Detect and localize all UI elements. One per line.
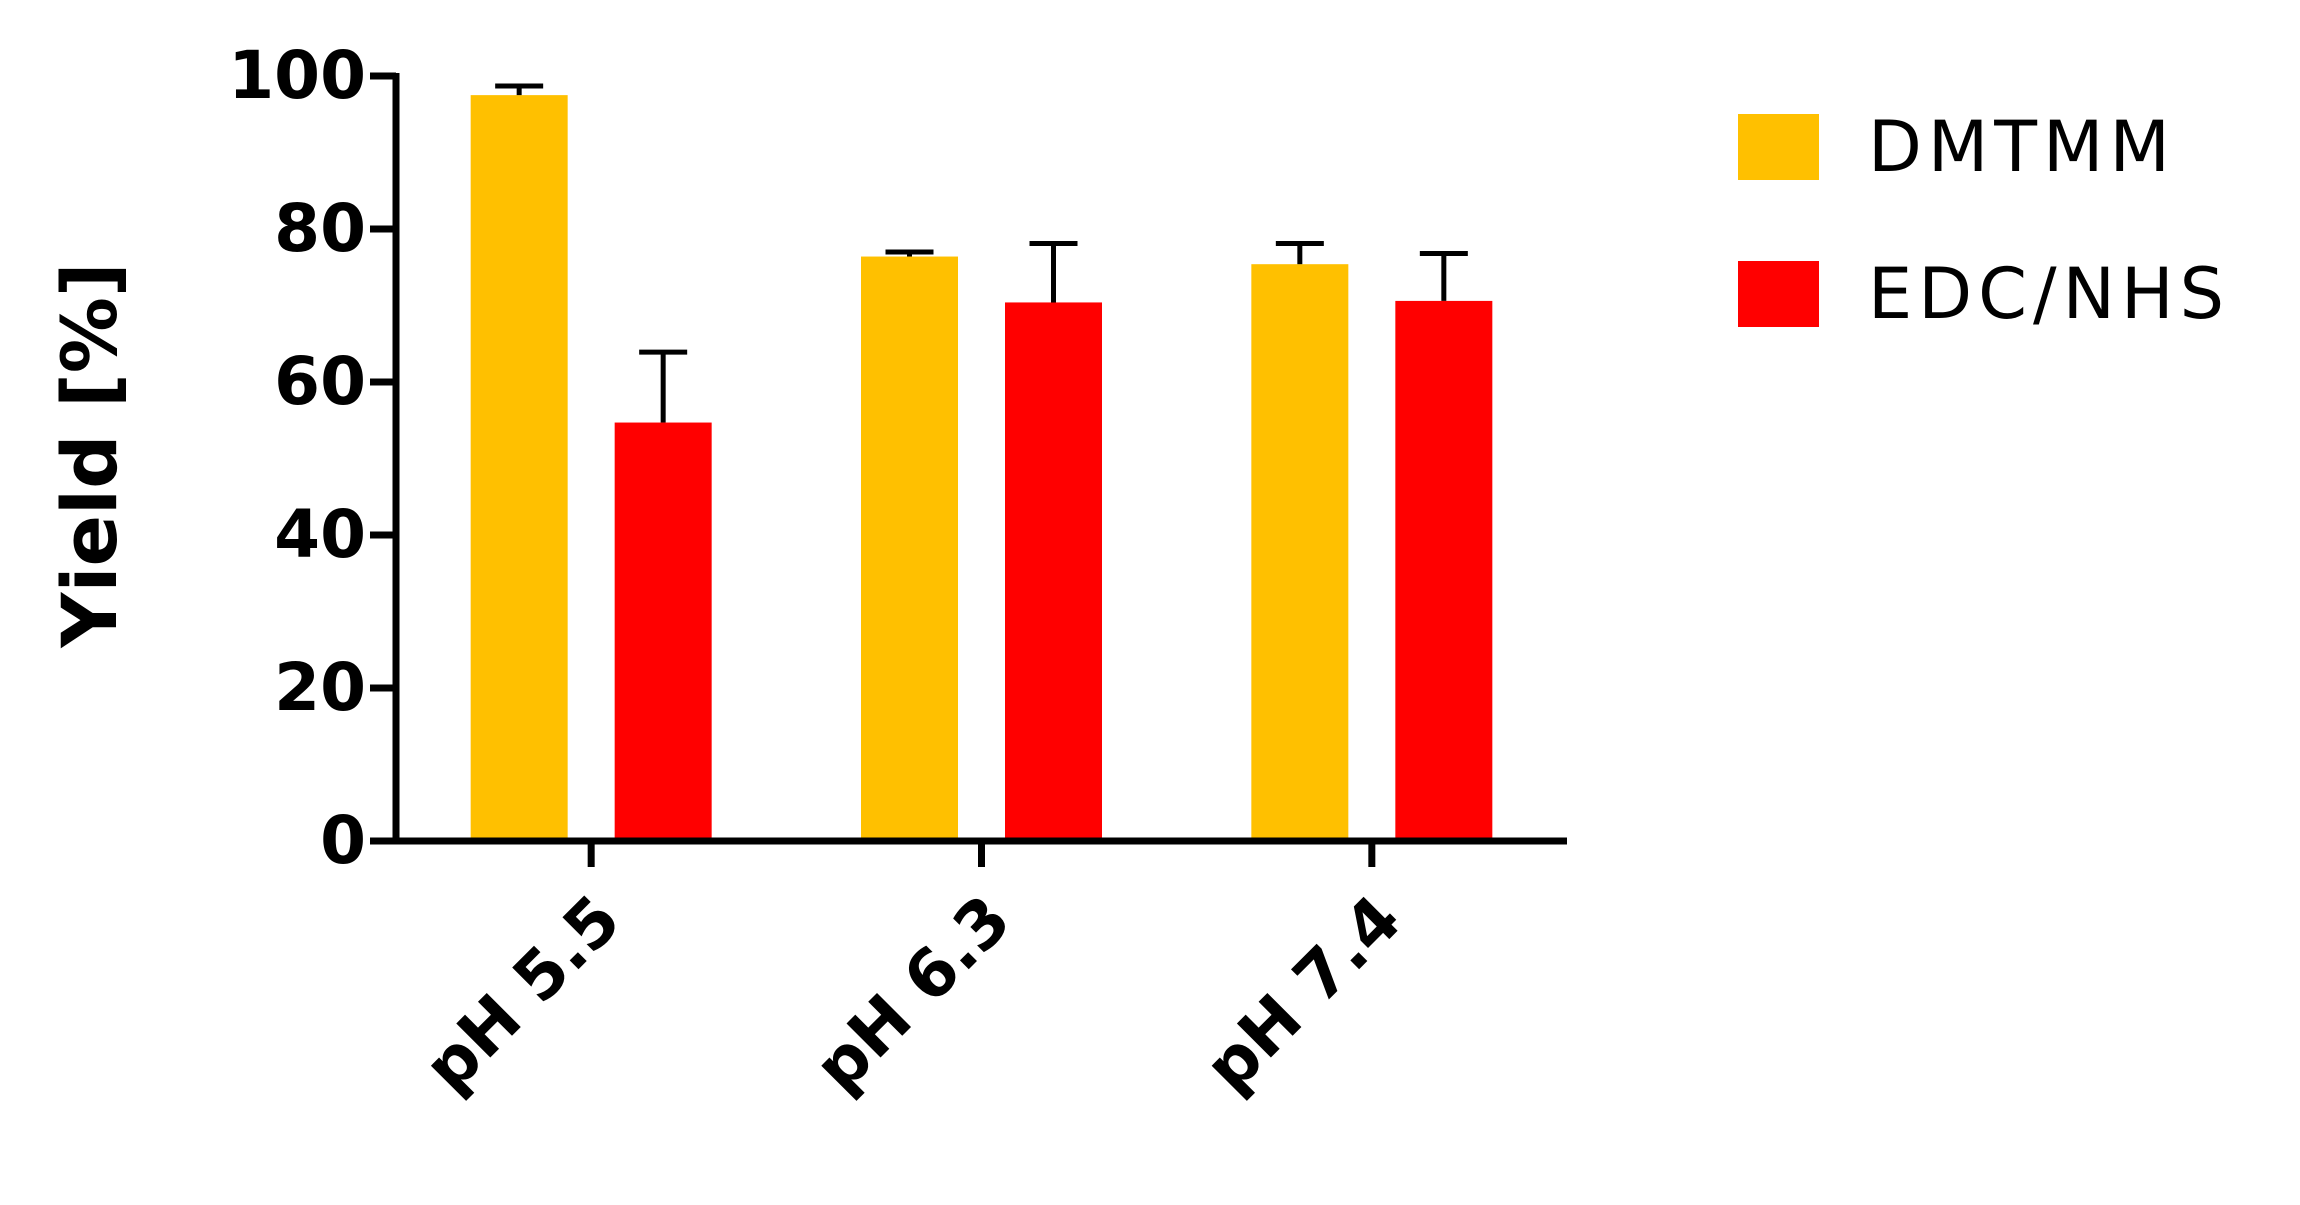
bar bbox=[861, 256, 958, 841]
bar bbox=[470, 95, 568, 841]
legend-swatch bbox=[1738, 114, 1819, 180]
bar bbox=[1005, 302, 1102, 841]
y-tick-label: 40 bbox=[274, 496, 366, 573]
y-tick-label: 0 bbox=[320, 802, 366, 879]
x-tick-label: pH 7.4 bbox=[1190, 881, 1416, 1107]
bar bbox=[1251, 264, 1349, 841]
x-tick-label: pH 5.5 bbox=[409, 881, 635, 1107]
error-bar bbox=[639, 349, 688, 423]
x-tick-label: pH 6.3 bbox=[800, 881, 1026, 1107]
legend-swatch bbox=[1738, 261, 1819, 327]
legend-label: DMTMM bbox=[1868, 106, 2176, 188]
error-bar bbox=[1029, 241, 1078, 303]
y-tick-label: 20 bbox=[274, 649, 366, 726]
bar bbox=[614, 422, 712, 841]
error-bar bbox=[885, 249, 934, 257]
error-bar bbox=[1419, 250, 1468, 301]
y-tick-label: 100 bbox=[228, 37, 366, 114]
y-axis-title: Yield [%] bbox=[45, 262, 134, 648]
error-bar bbox=[495, 83, 544, 96]
error-bar bbox=[1275, 241, 1324, 265]
y-tick-label: 80 bbox=[274, 190, 366, 267]
bar bbox=[1395, 300, 1493, 841]
y-tick-label: 60 bbox=[274, 343, 366, 420]
legend-label: EDC/NHS bbox=[1868, 253, 2230, 335]
